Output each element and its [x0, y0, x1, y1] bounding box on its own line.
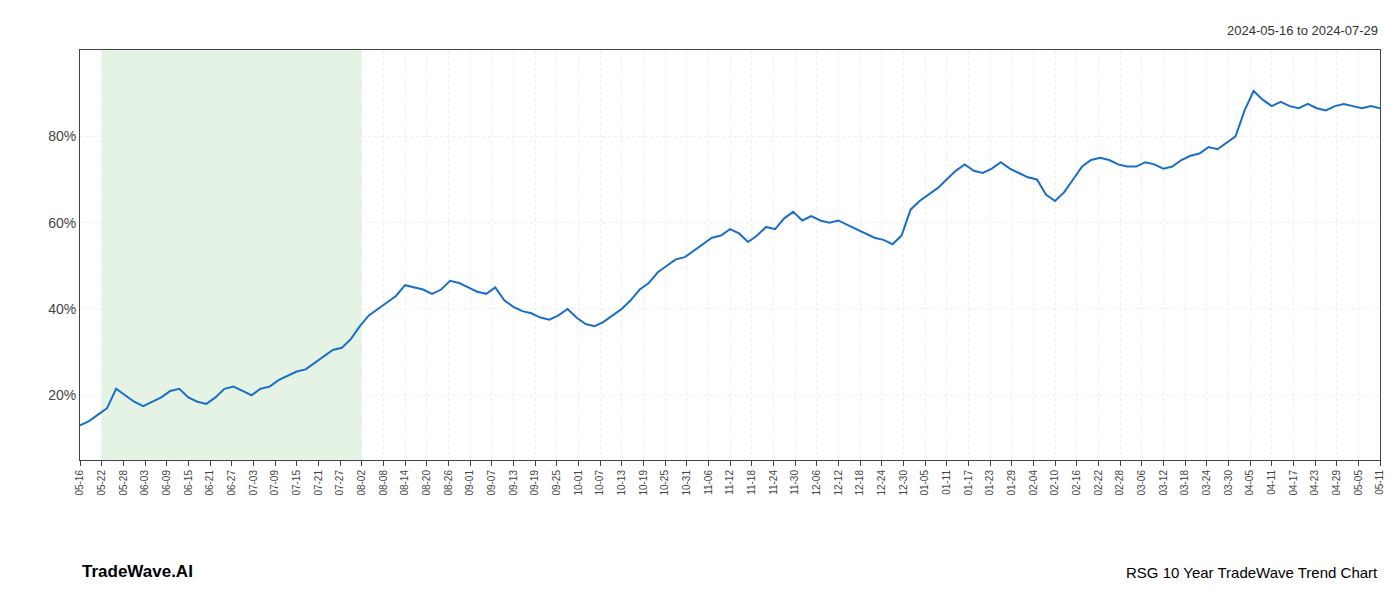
svg-text:2024-05-16 to 2024-07-29: 2024-05-16 to 2024-07-29 [1227, 23, 1378, 38]
svg-text:06-15: 06-15 [183, 470, 194, 496]
svg-text:06-03: 06-03 [139, 470, 150, 496]
svg-text:04-17: 04-17 [1288, 470, 1299, 496]
svg-text:08-08: 08-08 [378, 470, 389, 496]
svg-text:11-24: 11-24 [768, 470, 779, 495]
svg-text:08-20: 08-20 [421, 470, 432, 496]
svg-text:02-04: 02-04 [1028, 470, 1039, 496]
svg-text:01-11: 01-11 [941, 470, 952, 495]
svg-text:12-24: 12-24 [876, 470, 887, 496]
svg-text:05-16: 05-16 [74, 470, 85, 496]
svg-text:06-27: 06-27 [226, 470, 237, 496]
svg-text:03-30: 03-30 [1223, 470, 1234, 496]
svg-text:06-09: 06-09 [161, 470, 172, 496]
svg-text:04-23: 04-23 [1309, 470, 1320, 496]
svg-text:10-19: 10-19 [638, 470, 649, 496]
svg-text:07-03: 07-03 [248, 470, 259, 496]
svg-text:09-01: 09-01 [464, 470, 475, 496]
svg-text:03-06: 03-06 [1136, 470, 1147, 496]
svg-text:10-01: 10-01 [573, 470, 584, 496]
svg-text:05-28: 05-28 [118, 470, 129, 496]
svg-text:04-05: 04-05 [1244, 470, 1255, 496]
svg-text:01-29: 01-29 [1006, 470, 1017, 496]
svg-text:07-15: 07-15 [291, 470, 302, 496]
svg-text:01-17: 01-17 [963, 470, 974, 496]
svg-text:05-22: 05-22 [96, 470, 107, 496]
svg-text:12-06: 12-06 [811, 470, 822, 496]
svg-text:02-28: 02-28 [1114, 470, 1125, 496]
svg-text:07-27: 07-27 [334, 470, 345, 496]
svg-text:09-19: 09-19 [529, 470, 540, 496]
svg-text:09-25: 09-25 [551, 470, 562, 496]
svg-text:05-11: 05-11 [1374, 470, 1385, 495]
svg-text:10-07: 10-07 [594, 470, 605, 496]
svg-text:05-05: 05-05 [1353, 470, 1364, 496]
svg-text:09-13: 09-13 [508, 470, 519, 496]
svg-text:10-31: 10-31 [681, 470, 692, 496]
svg-text:11-18: 11-18 [746, 470, 757, 495]
svg-text:TradeWave.AI: TradeWave.AI [82, 562, 193, 581]
svg-text:11-12: 11-12 [724, 470, 735, 495]
svg-text:12-30: 12-30 [898, 470, 909, 496]
svg-text:08-02: 08-02 [356, 470, 367, 496]
svg-text:10-13: 10-13 [616, 470, 627, 496]
svg-text:03-24: 03-24 [1201, 470, 1212, 496]
svg-text:11-06: 11-06 [703, 470, 714, 495]
svg-text:02-22: 02-22 [1093, 470, 1104, 496]
svg-text:01-23: 01-23 [984, 470, 995, 496]
svg-text:03-12: 03-12 [1158, 470, 1169, 496]
svg-text:01-05: 01-05 [919, 470, 930, 496]
svg-text:10-25: 10-25 [659, 470, 670, 496]
svg-text:03-18: 03-18 [1179, 470, 1190, 496]
svg-text:09-07: 09-07 [486, 470, 497, 496]
svg-text:60%: 60% [48, 215, 76, 231]
svg-text:04-11: 04-11 [1266, 470, 1277, 495]
svg-text:02-10: 02-10 [1049, 470, 1060, 496]
svg-text:12-12: 12-12 [833, 470, 844, 496]
svg-text:08-26: 08-26 [443, 470, 454, 496]
svg-text:12-18: 12-18 [854, 470, 865, 496]
svg-text:80%: 80% [48, 128, 76, 144]
svg-text:07-09: 07-09 [269, 470, 280, 496]
svg-text:02-16: 02-16 [1071, 470, 1082, 496]
svg-text:04-29: 04-29 [1331, 470, 1342, 496]
svg-text:20%: 20% [48, 387, 76, 403]
svg-text:08-14: 08-14 [399, 470, 410, 496]
svg-text:11-30: 11-30 [789, 470, 800, 495]
svg-text:07-21: 07-21 [313, 470, 324, 496]
svg-text:06-21: 06-21 [204, 470, 215, 496]
svg-text:RSG 10 Year TradeWave Trend Ch: RSG 10 Year TradeWave Trend Chart [1126, 564, 1378, 581]
svg-text:40%: 40% [48, 301, 76, 317]
